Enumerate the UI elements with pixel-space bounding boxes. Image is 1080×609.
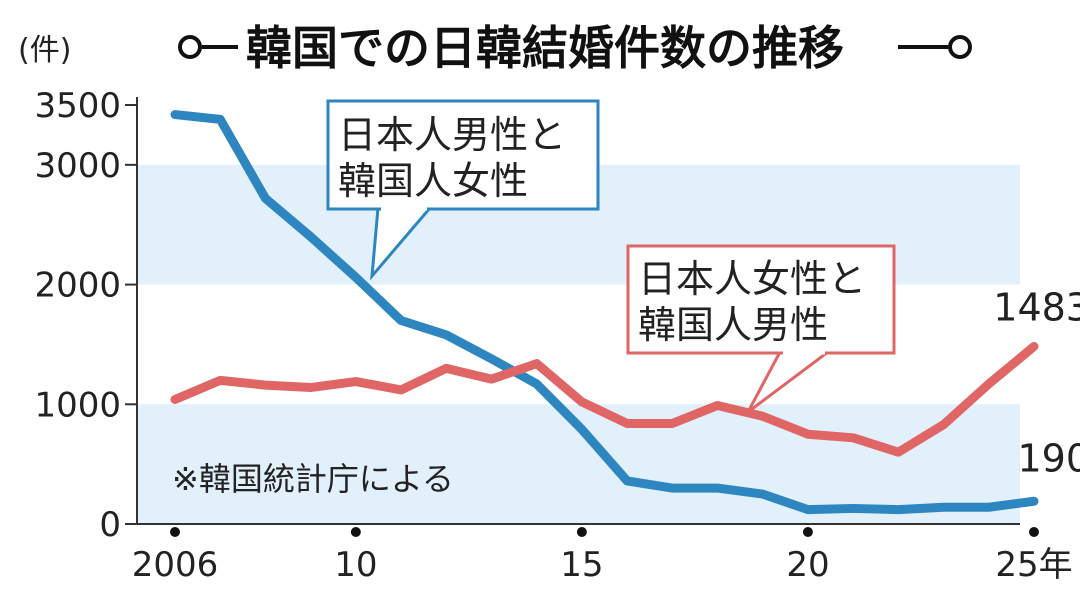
series-line-blue	[170, 110, 1039, 515]
x-tick-dot	[350, 527, 361, 537]
legend-label-blue-line1: 日本人男性と	[338, 113, 566, 157]
x-tick-dot	[576, 527, 587, 537]
callout-box-red	[626, 244, 896, 355]
x-axis: 2006 10 15 20 25年	[132, 523, 1073, 585]
title-right-circle-icon	[948, 35, 972, 59]
legend-label-red-line2: 韓国人男性	[638, 303, 828, 347]
callout-box-blue	[326, 99, 600, 211]
series-line-red	[170, 341, 1039, 457]
series-lines	[170, 110, 1039, 515]
y-tick-label: 2000	[34, 266, 121, 306]
x-tick-label: 15	[560, 545, 603, 585]
x-tick-dot	[1029, 527, 1039, 537]
y-tick-label: 0	[99, 505, 121, 545]
legend-label-red-line1: 日本人女性と	[638, 257, 866, 301]
x-tick-dot	[170, 527, 180, 537]
chart-title-text: 韓国での日韓結婚件数の推移	[246, 21, 844, 75]
source-note: ※韓国統計庁による	[172, 460, 454, 498]
end-value-labels: 190 1483	[993, 285, 1080, 480]
legend-label-blue-line2: 韓国人女性	[338, 159, 528, 203]
y-axis-ticks: 0 1000 2000 3000 3500	[34, 86, 138, 545]
y-tick-label: 1000	[34, 385, 121, 425]
y-tick-label: 3500	[34, 86, 121, 126]
y-tick-label: 3000	[34, 146, 121, 186]
title-left-circle-icon	[178, 35, 202, 59]
chart-title: 韓国での日韓結婚件数の推移	[178, 21, 972, 75]
x-tick-label: 2006	[132, 545, 219, 585]
x-tick-dot	[802, 527, 813, 537]
legend-callout-red: 日本人女性と 韓国人男性	[626, 244, 896, 414]
x-tick-label: 25年	[995, 545, 1072, 585]
callout-pointer-red	[746, 350, 833, 414]
end-value-label: 1483	[993, 285, 1080, 329]
legend-callout-blue: 日本人男性と 韓国人女性	[326, 99, 600, 281]
x-tick-label: 20	[786, 545, 829, 585]
y-unit-label: (件)	[18, 33, 71, 68]
end-value-label: 190	[1017, 436, 1080, 480]
x-tick-label: 10	[334, 545, 377, 585]
